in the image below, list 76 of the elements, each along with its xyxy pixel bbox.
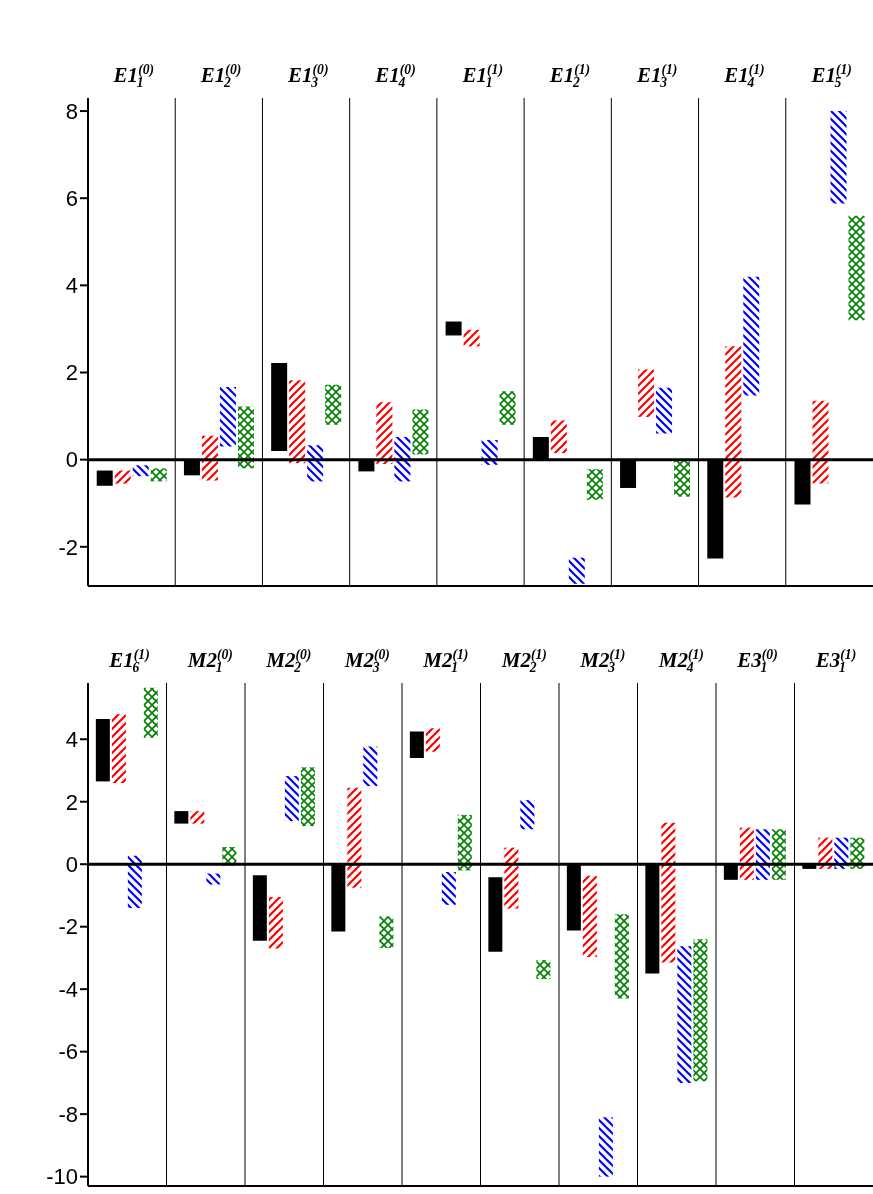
y-tick-label: 4 (65, 727, 78, 753)
bar (504, 847, 519, 909)
bar (586, 469, 603, 500)
bar (289, 380, 306, 464)
bar (550, 420, 567, 454)
bar (219, 386, 236, 447)
bar (127, 855, 142, 908)
bar (834, 837, 849, 869)
bar (771, 829, 786, 880)
y-tick-label: -2 (58, 534, 78, 560)
y-tick-label: -8 (58, 1101, 78, 1127)
y-tick-label: 0 (65, 852, 78, 878)
bar (412, 409, 429, 455)
bar (830, 111, 847, 204)
y-tick-label: 2 (65, 360, 78, 386)
bar (536, 960, 551, 980)
bar (693, 939, 708, 1082)
bar (284, 776, 299, 822)
bar (598, 1117, 613, 1177)
bar (95, 718, 110, 782)
y-tick-label: 6 (65, 186, 78, 212)
bar (347, 787, 362, 888)
bar (363, 746, 378, 787)
bar (409, 731, 424, 758)
bar (143, 687, 158, 738)
bar (614, 914, 629, 999)
y-tick-label: 0 (65, 447, 78, 473)
y-tick-label: -6 (58, 1039, 78, 1065)
bar (755, 829, 770, 880)
bar (201, 435, 218, 481)
bar (656, 387, 673, 434)
bar (739, 827, 754, 880)
bar (206, 873, 221, 885)
bar (743, 276, 760, 396)
bar (445, 321, 462, 336)
bar (379, 916, 394, 948)
bar (376, 402, 393, 464)
bar (638, 369, 655, 417)
bar (252, 875, 267, 941)
bar (150, 468, 167, 482)
bar (463, 329, 480, 347)
bar (725, 346, 742, 498)
bar (488, 877, 503, 952)
y-tick-label: -10 (46, 1164, 78, 1190)
bar (457, 814, 472, 871)
bar (812, 400, 829, 484)
bar (394, 436, 411, 482)
bar (582, 875, 597, 957)
bar (499, 391, 516, 425)
bar (850, 837, 865, 869)
y-tick-label: 2 (65, 789, 78, 815)
bar (441, 872, 456, 905)
bar (96, 470, 113, 486)
bar (325, 384, 342, 425)
bar (661, 822, 676, 963)
bar (268, 897, 283, 949)
bar (677, 946, 692, 1083)
bar (568, 557, 585, 584)
y-tick-label: 8 (65, 98, 78, 124)
bar (111, 714, 126, 783)
bar (271, 362, 288, 451)
bar (520, 800, 535, 830)
bar (174, 811, 189, 824)
y-tick-label: -2 (58, 914, 78, 940)
y-tick-label: 4 (65, 273, 78, 299)
bar (132, 465, 149, 477)
bar (425, 728, 440, 752)
y-tick-label: -4 (58, 976, 78, 1002)
bar (237, 406, 254, 469)
bar (848, 215, 865, 321)
bar (307, 445, 324, 482)
bar (190, 811, 205, 824)
bar (818, 837, 833, 869)
bar (114, 470, 131, 484)
bar (674, 459, 691, 497)
bar (300, 767, 315, 827)
